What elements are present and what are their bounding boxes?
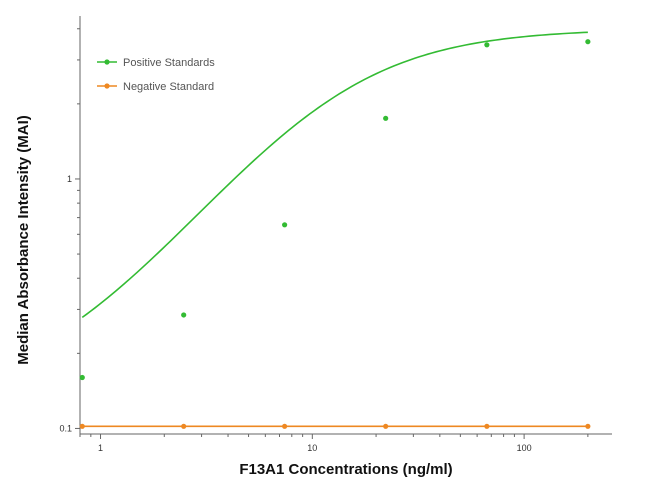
series-2 [79,423,591,429]
series-layer [79,31,591,429]
series-1 [79,31,591,381]
y-tick-label: 1 [67,174,72,184]
y-axis-title: Median Absorbance Intensity (MAI) [15,115,32,364]
data-point [383,115,389,121]
data-point [282,423,288,429]
data-point [383,423,389,429]
data-point [585,423,591,429]
legend-label: Positive Standards [123,57,215,69]
data-point [181,312,187,318]
x-tick-label: 1 [98,443,103,453]
legend-swatch-marker [104,83,110,89]
x-axis-title: F13A1 Concentrations (ng/ml) [239,461,452,478]
data-point [181,423,187,429]
y-tick-label: 0.1 [59,423,72,433]
data-point [484,423,490,429]
legend-label: Negative Standard [123,81,214,93]
data-point [585,39,591,45]
legend-swatch-marker [104,59,110,65]
x-tick-label: 10 [307,443,317,453]
data-point [79,374,85,381]
data-point [79,423,85,429]
axes: 1 10 100 0.1 1 [59,16,612,453]
data-point [484,42,490,48]
fit-curve [81,31,588,319]
x-tick-label: 100 [517,443,532,453]
data-point [282,222,288,228]
legend: Positive Standards Negative Standard [97,57,215,93]
